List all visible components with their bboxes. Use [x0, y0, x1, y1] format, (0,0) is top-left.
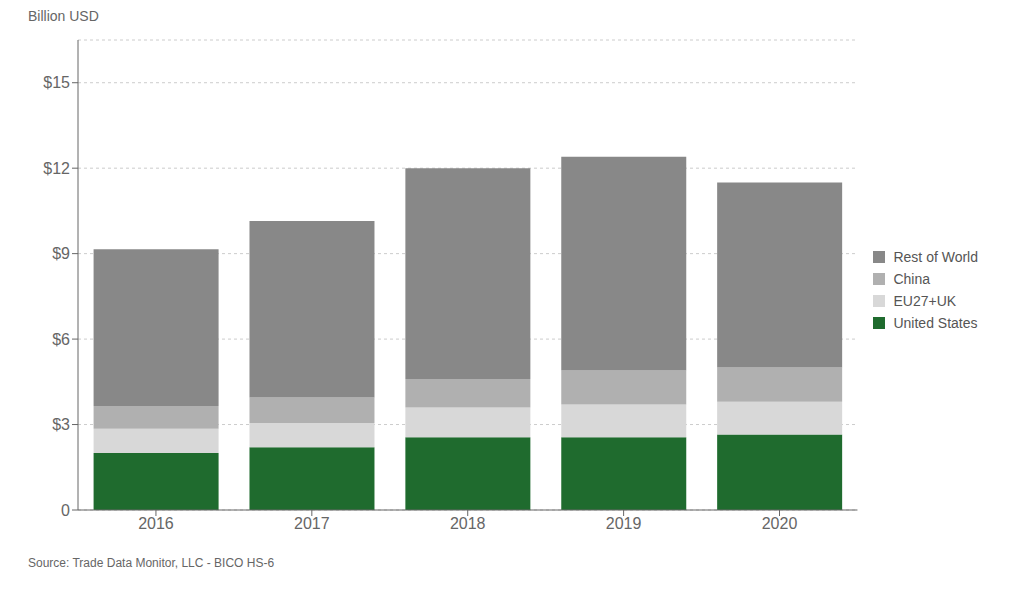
- svg-text:2017: 2017: [294, 515, 330, 532]
- html-text:China: China: [893, 271, 930, 287]
- html-text:Billion USD: Billion USD: [28, 8, 99, 24]
- svg-text:$12: $12: [43, 160, 70, 177]
- html-text:Source: Trade Data Monitor, LL: Source: Trade Data Monitor, LLC - BICO H…: [28, 556, 275, 570]
- html-text:Rest of World: Rest of World: [893, 249, 978, 265]
- svg-text:$6: $6: [52, 331, 70, 348]
- svg-text:$9: $9: [52, 245, 70, 262]
- svg-text:0: 0: [61, 502, 70, 519]
- html-text:United States: United States: [893, 315, 978, 331]
- svg-text:2020: 2020: [762, 515, 798, 532]
- svg-text:2019: 2019: [606, 515, 642, 532]
- html-text:EU27+UK: EU27+UK: [893, 293, 957, 309]
- svg-text:$15: $15: [43, 74, 70, 91]
- svg-text:2016: 2016: [138, 515, 174, 532]
- svg-text:$3: $3: [52, 416, 70, 433]
- svg-text:2018: 2018: [450, 515, 486, 532]
